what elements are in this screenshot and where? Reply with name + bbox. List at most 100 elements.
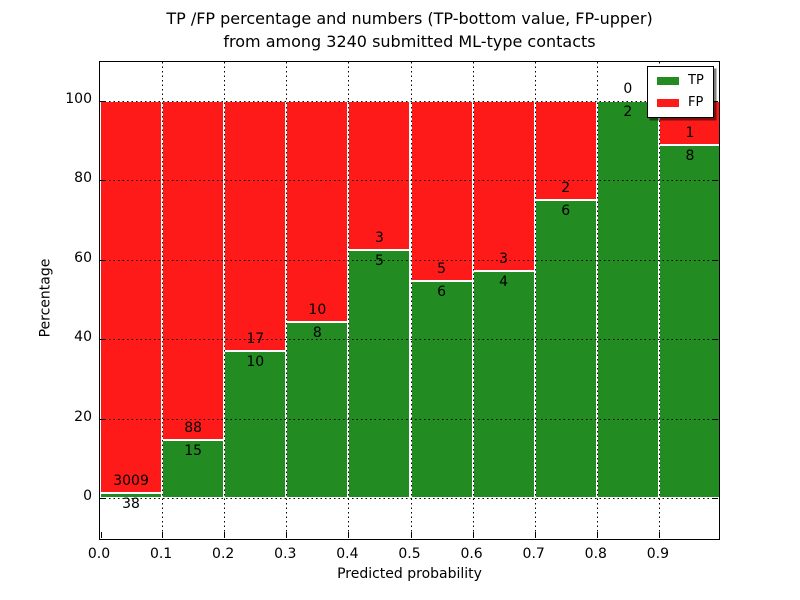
- x-tick-label: 0.5: [398, 546, 421, 562]
- tp-count-label: 2: [623, 104, 633, 120]
- tp-count-label: 8: [685, 148, 695, 165]
- gridline-vertical: [534, 62, 536, 539]
- gridline-vertical: [348, 62, 350, 539]
- gridline-horizontal: [100, 259, 719, 261]
- y-tick-label: 80: [74, 170, 92, 187]
- bar-segment-fp: [472, 101, 535, 272]
- y-tick-mark: [100, 180, 106, 182]
- tp-count-label: 4: [499, 274, 509, 291]
- bar-segment-tp: [100, 493, 163, 498]
- fp-count-label: 3: [374, 229, 384, 246]
- x-tick-mark: [348, 532, 350, 538]
- tp-count-label: 5: [374, 252, 384, 269]
- x-axis-label: Predicted probability: [337, 566, 482, 582]
- bar-segment-tp: [410, 281, 473, 498]
- legend-entry-tp: TP: [657, 74, 704, 88]
- y-tick-label: 0: [83, 488, 92, 504]
- y-tick-mark: [100, 418, 106, 420]
- bar-segment-tp: [348, 249, 411, 498]
- y-tick-mark: [712, 498, 718, 499]
- x-tick-mark: [162, 532, 164, 538]
- bar-segment-fp: [286, 101, 349, 322]
- x-tick-label: 0.4: [336, 546, 359, 562]
- gridline-vertical: [596, 62, 598, 539]
- legend-swatch-fp-icon: [657, 99, 679, 107]
- tp-count-label: 6: [561, 203, 571, 220]
- y-tick-mark: [100, 101, 106, 102]
- legend-label-fp: FP: [688, 95, 704, 110]
- bar-segment-fp: [410, 101, 473, 282]
- x-tick-mark: [224, 532, 226, 538]
- legend: TP FP: [647, 66, 714, 118]
- tp-count-label: 15: [184, 443, 203, 460]
- y-tick-label: 60: [74, 249, 92, 266]
- x-tick-label: 0.1: [149, 546, 173, 562]
- gridline-horizontal: [100, 498, 719, 499]
- fp-count-label: 10: [308, 301, 327, 318]
- tp-count-label: 10: [246, 353, 265, 370]
- x-tick-mark: [596, 532, 598, 538]
- y-tick-mark: [100, 259, 106, 261]
- gridline-horizontal: [100, 339, 719, 341]
- y-tick-label: 40: [74, 329, 92, 346]
- bar-segment-tp: [286, 321, 349, 498]
- y-tick-mark: [712, 259, 718, 261]
- y-tick-mark: [100, 339, 106, 341]
- tp-count-label: 8: [312, 324, 322, 341]
- x-tick-label: 0.7: [522, 546, 545, 562]
- fp-count-label: 2: [561, 180, 571, 197]
- tp-count-label: 38: [122, 496, 140, 513]
- fp-count-label: 0: [623, 81, 633, 97]
- y-tick-label: 100: [65, 91, 92, 107]
- bar-segment-tp: [224, 350, 287, 498]
- bar-segment-tp: [472, 271, 535, 498]
- fp-count-label: 3009: [113, 473, 149, 490]
- x-tick-mark: [534, 532, 536, 538]
- bar-segment-fp: [224, 101, 287, 351]
- chart-title-line2: from among 3240 submitted ML-type contac…: [223, 32, 596, 51]
- y-tick-mark: [712, 418, 718, 420]
- fp-count-label: 1: [685, 125, 695, 142]
- x-tick-label: 0.2: [212, 546, 235, 562]
- x-tick-mark: [286, 532, 288, 538]
- x-tick-mark: [410, 532, 412, 538]
- x-tick-label: 0.0: [87, 546, 111, 562]
- y-axis-label: Percentage: [37, 258, 54, 338]
- y-tick-mark: [712, 339, 718, 341]
- gridline-vertical: [410, 62, 412, 539]
- fp-count-label: 17: [246, 330, 265, 347]
- chart-title-line1: TP /FP percentage and numbers (TP-bottom…: [166, 9, 653, 28]
- x-tick-label: 0.6: [460, 546, 483, 562]
- y-tick-label: 20: [74, 408, 92, 425]
- bar-segment-fp: [100, 101, 163, 494]
- fp-count-label: 88: [184, 420, 203, 437]
- gridline-horizontal: [100, 101, 719, 102]
- x-tick-mark: [101, 532, 102, 538]
- x-tick-mark: [658, 532, 660, 538]
- gridline-horizontal: [100, 418, 719, 420]
- legend-entry-fp: FP: [657, 96, 704, 110]
- bar-segment-tp: [162, 440, 225, 498]
- x-tick-label: 0.9: [646, 546, 670, 562]
- y-tick-mark: [100, 498, 106, 499]
- fp-count-label: 5: [437, 261, 446, 278]
- tp-count-label: 6: [437, 284, 446, 301]
- bar-segment-fp: [348, 101, 411, 250]
- gridline-vertical: [162, 62, 164, 539]
- gridline-vertical: [286, 62, 288, 539]
- bar-segment-tp: [534, 200, 597, 498]
- gridline-vertical: [224, 62, 226, 539]
- legend-swatch-tp-icon: [657, 77, 679, 85]
- bar-segment-tp: [658, 145, 719, 498]
- gridline-vertical: [472, 62, 474, 539]
- x-tick-label: 0.8: [584, 546, 607, 562]
- legend-label-tp: TP: [688, 73, 704, 88]
- bar-segment-tp: [596, 101, 659, 498]
- y-tick-mark: [712, 101, 718, 102]
- x-tick-mark: [472, 532, 474, 538]
- x-tick-label: 0.3: [274, 546, 297, 562]
- y-tick-mark: [712, 180, 718, 182]
- gridline-horizontal: [100, 180, 719, 182]
- plot-area: 3009 38 88 15 17 10 10 8 3 5 5 6 3 4 2 6 0 2 1 8: [99, 61, 720, 540]
